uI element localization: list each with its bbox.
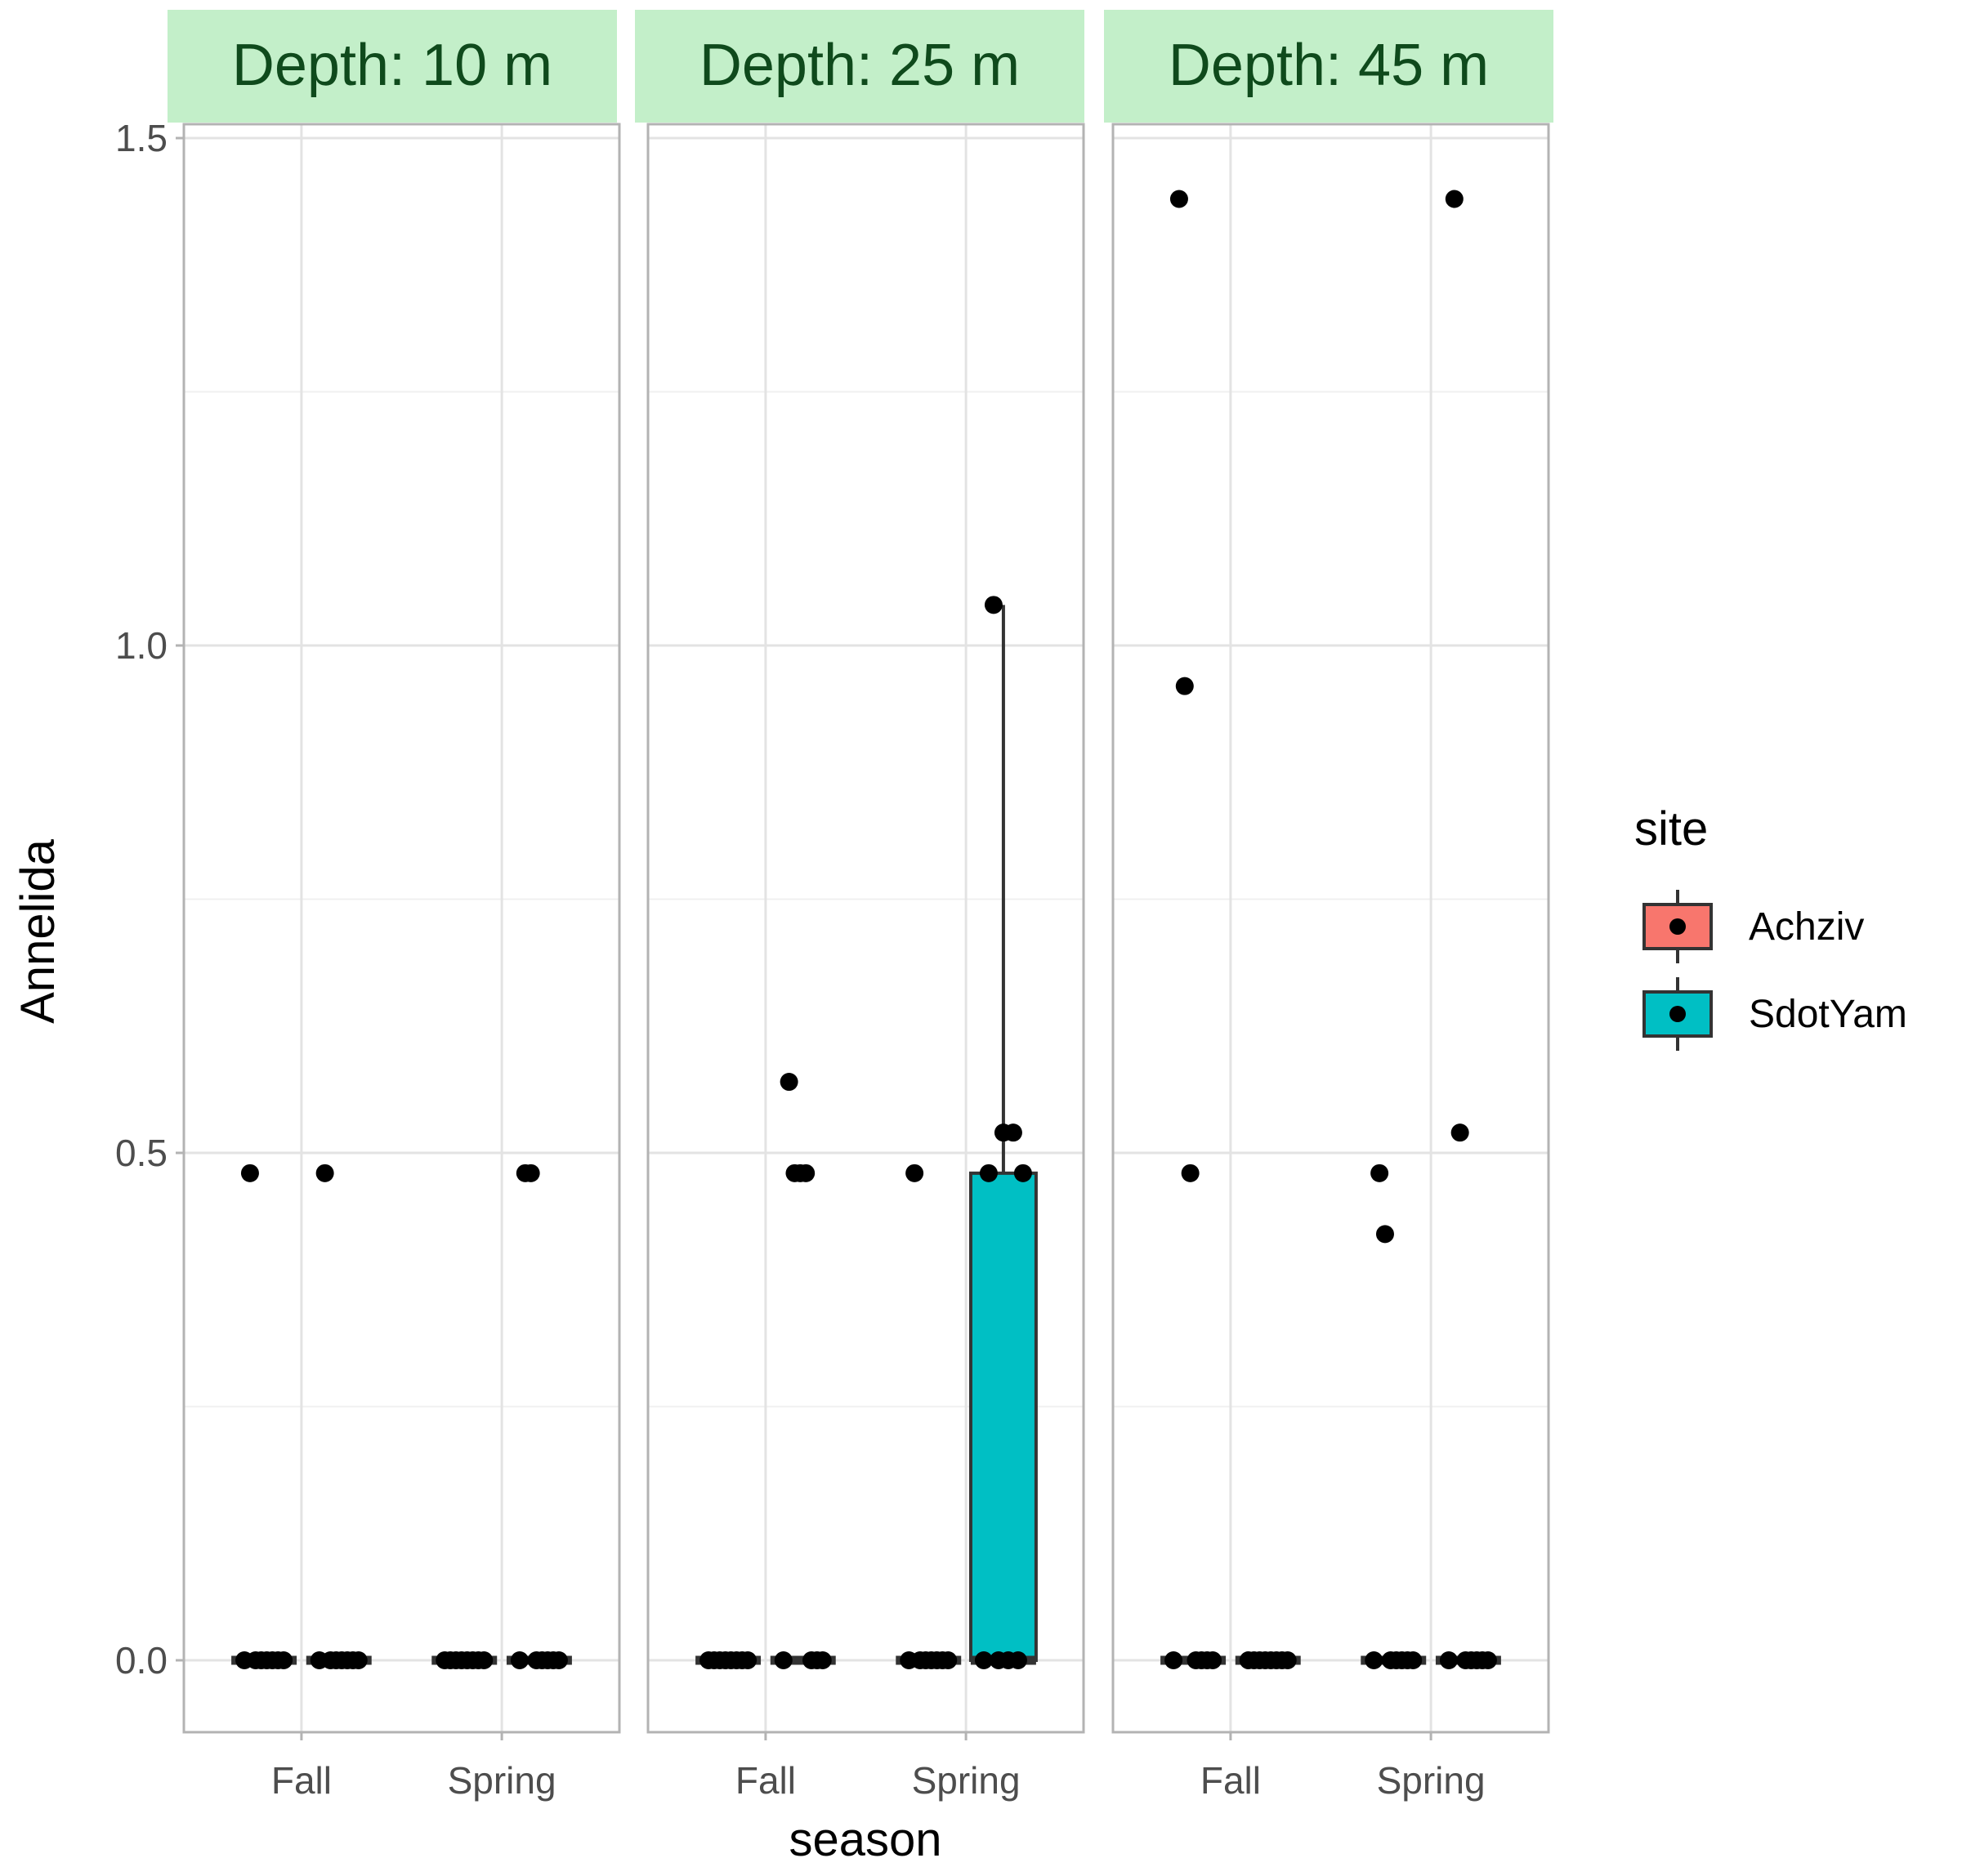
data-point [1187, 1651, 1205, 1669]
panel-background [1113, 124, 1549, 1732]
x-tick-label: Fall [735, 1759, 796, 1802]
data-point [802, 1651, 821, 1669]
data-point [989, 1651, 1008, 1669]
data-point [1450, 1123, 1469, 1142]
facet-panel-1: Fall Spring Depth: 10 m [168, 10, 621, 1802]
data-point [1439, 1651, 1458, 1669]
facet-strip [635, 10, 1084, 123]
data-point [315, 1164, 334, 1182]
panel-border [646, 123, 1085, 1734]
data-point [905, 1164, 924, 1182]
panel-background [184, 124, 619, 1732]
data-point [1013, 1164, 1032, 1182]
data-point [1365, 1651, 1383, 1669]
x-tick-label: Spring [448, 1759, 556, 1802]
data-point [246, 1651, 265, 1669]
facet-strip [168, 10, 617, 123]
data-point [516, 1164, 534, 1182]
data-point [704, 1651, 723, 1669]
panel-border [1111, 123, 1550, 1734]
data-point [441, 1651, 460, 1669]
data-point [510, 1651, 529, 1669]
x-axis-title: season [789, 1813, 941, 1866]
legend-key-point [1669, 918, 1686, 935]
y-tick-label: 0.5 [115, 1132, 168, 1174]
data-point [1445, 190, 1464, 208]
x-tick-label: Spring [912, 1759, 1021, 1802]
legend-item-achziv: Achziv [1642, 890, 1864, 963]
x-tick-label: Spring [1377, 1759, 1486, 1802]
data-point [1169, 190, 1188, 208]
data-point [974, 1651, 993, 1669]
legend-item-sdotyam: SdotYam [1642, 977, 1907, 1051]
data-point [240, 1164, 259, 1182]
legend-label: SdotYam [1749, 993, 1907, 1036]
facet-panel-2: Fall Spring Depth: 25 m [635, 10, 1085, 1802]
box-body [968, 1171, 1038, 1662]
data-point [774, 1651, 793, 1669]
y-tick-label: 1.5 [115, 117, 168, 159]
data-point [1375, 1225, 1394, 1244]
data-point [984, 596, 1003, 614]
facet-panel-3: Fall Spring Depth: 45 m [1104, 10, 1553, 1802]
box-spring-sdotyam [968, 605, 1038, 1665]
data-point [321, 1651, 340, 1669]
legend-label: Achziv [1749, 905, 1864, 949]
data-point [1164, 1651, 1183, 1669]
data-point [1181, 1164, 1200, 1182]
data-point [910, 1651, 929, 1669]
data-point [780, 1073, 798, 1092]
x-tick-label: Fall [1200, 1759, 1261, 1802]
facet-strip-label: Depth: 45 m [1169, 33, 1489, 98]
facet-strip [1104, 10, 1553, 123]
legend-title: site [1634, 802, 1708, 855]
y-tick-label: 1.0 [115, 624, 168, 667]
panel-border [182, 123, 621, 1734]
data-point [1381, 1651, 1400, 1669]
y-axis-title: Annelida [11, 838, 65, 1023]
data-point [1370, 1164, 1389, 1182]
data-point [994, 1123, 1012, 1142]
data-point [785, 1164, 804, 1182]
legend-key-point [1669, 1006, 1686, 1022]
facet-strip-label: Depth: 10 m [232, 33, 552, 98]
x-tick-label: Fall [271, 1759, 332, 1802]
data-point [1456, 1651, 1475, 1669]
data-point [979, 1164, 998, 1182]
data-point [1175, 677, 1194, 695]
facet-strip-label: Depth: 25 m [699, 33, 1020, 98]
data-point [1245, 1651, 1263, 1669]
legend: site Achziv SdotYam [1634, 802, 1907, 1051]
data-point [527, 1651, 546, 1669]
y-tick-label: 0.0 [115, 1639, 168, 1682]
